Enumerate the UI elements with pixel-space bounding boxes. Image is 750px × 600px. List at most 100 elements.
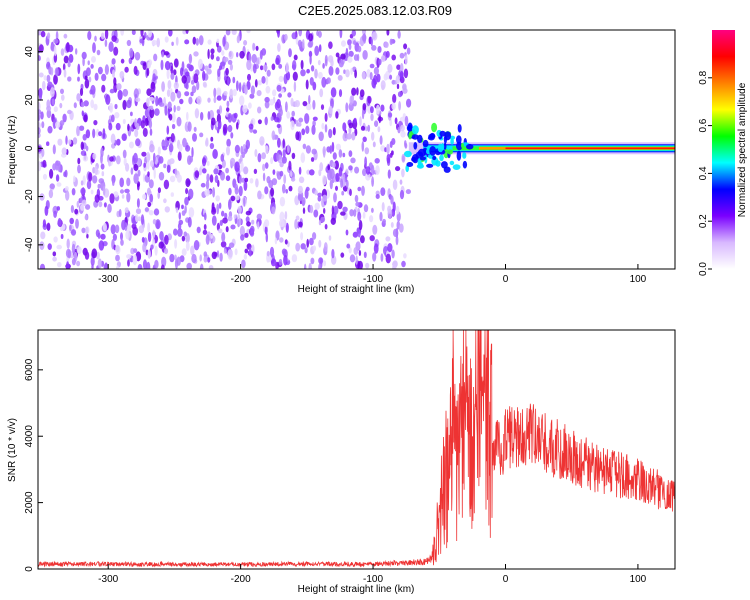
noise-blob bbox=[351, 87, 357, 96]
noise-blob bbox=[254, 149, 258, 157]
noise-blob bbox=[369, 63, 375, 69]
noise-blob bbox=[333, 205, 339, 215]
noise-blob bbox=[77, 63, 81, 75]
noise-blob bbox=[335, 185, 338, 191]
noise-blob bbox=[245, 216, 250, 223]
noise-blob bbox=[129, 47, 134, 58]
noise-blob bbox=[310, 65, 315, 72]
noise-blob bbox=[385, 50, 390, 58]
noise-blob bbox=[125, 162, 130, 172]
noise-blob bbox=[365, 126, 368, 132]
noise-blob bbox=[216, 56, 220, 62]
noise-blob bbox=[283, 174, 287, 185]
noise-blob bbox=[228, 199, 232, 210]
noise-blob bbox=[283, 254, 288, 266]
noise-blob bbox=[271, 206, 276, 215]
noise-blob bbox=[228, 187, 232, 196]
noise-blob bbox=[253, 168, 258, 174]
noise-blob bbox=[176, 174, 182, 183]
noise-blob bbox=[102, 222, 107, 232]
noise-blob bbox=[120, 239, 124, 246]
noise-blob bbox=[66, 238, 70, 249]
noise-blob bbox=[348, 50, 354, 58]
noise-blob bbox=[86, 233, 89, 239]
noise-blob bbox=[359, 89, 365, 98]
noise-blob bbox=[279, 237, 284, 243]
noise-blob bbox=[149, 193, 154, 203]
noise-blob bbox=[94, 194, 100, 203]
noise-blob bbox=[81, 227, 86, 234]
noise-blob bbox=[168, 143, 174, 153]
noise-blob bbox=[174, 254, 177, 261]
noise-blob bbox=[39, 241, 45, 251]
noise-blob bbox=[287, 241, 290, 248]
noise-blob bbox=[207, 257, 211, 263]
noise-blob bbox=[137, 216, 141, 222]
noise-blob bbox=[243, 180, 248, 191]
noise-blob bbox=[160, 59, 164, 71]
noise-blob bbox=[204, 212, 207, 221]
noise-blob bbox=[85, 226, 89, 235]
noise-blob bbox=[147, 231, 152, 243]
noise-blob bbox=[43, 75, 47, 81]
noise-blob bbox=[126, 192, 131, 203]
noise-blob bbox=[158, 171, 165, 181]
noise-blob bbox=[60, 234, 64, 239]
noise-blob bbox=[227, 76, 230, 87]
noise-blob bbox=[354, 69, 357, 79]
noise-blob bbox=[104, 64, 109, 75]
noise-blob bbox=[210, 136, 214, 142]
colorbar: 0.0 0.2 0.4 0.6 0.8 Normalized spectral ampl… bbox=[698, 30, 748, 276]
noise-blob bbox=[348, 246, 352, 254]
noise-blob bbox=[156, 37, 160, 48]
noise-blob bbox=[140, 214, 145, 225]
noise-blob bbox=[278, 75, 284, 82]
noise-blob bbox=[331, 141, 335, 153]
noise-blob bbox=[342, 206, 348, 213]
noise-blob bbox=[346, 243, 351, 249]
noise-blob bbox=[345, 102, 349, 113]
noise-blob bbox=[257, 153, 262, 163]
noise-blob bbox=[317, 30, 322, 38]
noise-blob bbox=[275, 57, 280, 65]
noise-blob bbox=[170, 91, 176, 102]
noise-blob bbox=[356, 53, 360, 62]
noise-blob bbox=[391, 208, 396, 217]
noise-blob bbox=[264, 162, 269, 169]
noise-blob bbox=[223, 75, 227, 81]
noise-blob bbox=[97, 258, 102, 269]
noise-blob bbox=[142, 173, 146, 183]
noise-blob bbox=[52, 251, 57, 257]
noise-blob bbox=[261, 76, 266, 84]
noise-blob bbox=[379, 211, 383, 222]
noise-blob bbox=[295, 215, 300, 221]
colorbar-ticks: 0.0 0.2 0.4 0.6 0.8 bbox=[698, 70, 712, 276]
noise-blob bbox=[290, 177, 296, 182]
noise-blob bbox=[124, 207, 129, 214]
noise-blob bbox=[244, 232, 249, 238]
noise-blob bbox=[176, 105, 181, 111]
noise-blob bbox=[257, 119, 262, 125]
noise-blob bbox=[65, 190, 70, 201]
noise-blob bbox=[311, 124, 316, 135]
noise-blob bbox=[348, 126, 352, 135]
snr-y-label: SNR (10 * v/v) bbox=[7, 418, 18, 482]
noise-blob bbox=[406, 98, 412, 108]
noise-blob bbox=[209, 174, 214, 183]
noise-blob bbox=[226, 138, 231, 147]
noise-blob bbox=[363, 251, 367, 258]
noise-blob bbox=[392, 179, 398, 191]
noise-blob bbox=[306, 238, 310, 248]
noise-blob bbox=[285, 101, 288, 113]
signal-onset-blob bbox=[404, 150, 412, 158]
noise-blob bbox=[42, 173, 48, 180]
noise-blob bbox=[149, 128, 153, 136]
signal-core bbox=[505, 147, 675, 150]
noise-blob bbox=[80, 180, 84, 186]
signal-onset-blob bbox=[426, 163, 434, 168]
noise-blob bbox=[205, 180, 210, 190]
noise-blob bbox=[112, 233, 117, 241]
noise-blob bbox=[262, 172, 266, 182]
noise-blob bbox=[357, 186, 362, 192]
noise-blob bbox=[212, 187, 216, 198]
